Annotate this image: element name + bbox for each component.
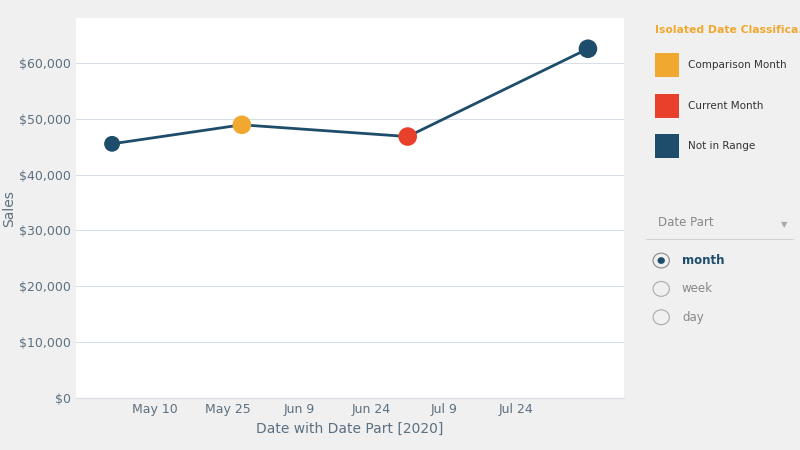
FancyBboxPatch shape bbox=[655, 94, 679, 117]
Text: day: day bbox=[682, 311, 704, 324]
Text: Isolated Date Classifica...: Isolated Date Classifica... bbox=[655, 25, 800, 35]
Circle shape bbox=[658, 257, 665, 264]
Text: Not in Range: Not in Range bbox=[688, 141, 755, 151]
FancyBboxPatch shape bbox=[655, 54, 679, 77]
Text: Comparison Month: Comparison Month bbox=[688, 60, 786, 70]
Point bbox=[582, 45, 594, 52]
Point bbox=[106, 140, 118, 148]
X-axis label: Date with Date Part [2020]: Date with Date Part [2020] bbox=[256, 422, 444, 436]
Point bbox=[402, 133, 414, 140]
Text: week: week bbox=[682, 283, 713, 295]
Text: month: month bbox=[682, 254, 725, 267]
Text: Date Part: Date Part bbox=[658, 216, 714, 229]
Text: ▼: ▼ bbox=[781, 220, 787, 229]
Y-axis label: Sales: Sales bbox=[2, 190, 16, 226]
Text: Current Month: Current Month bbox=[688, 101, 763, 111]
FancyBboxPatch shape bbox=[655, 135, 679, 158]
Point bbox=[235, 121, 248, 128]
